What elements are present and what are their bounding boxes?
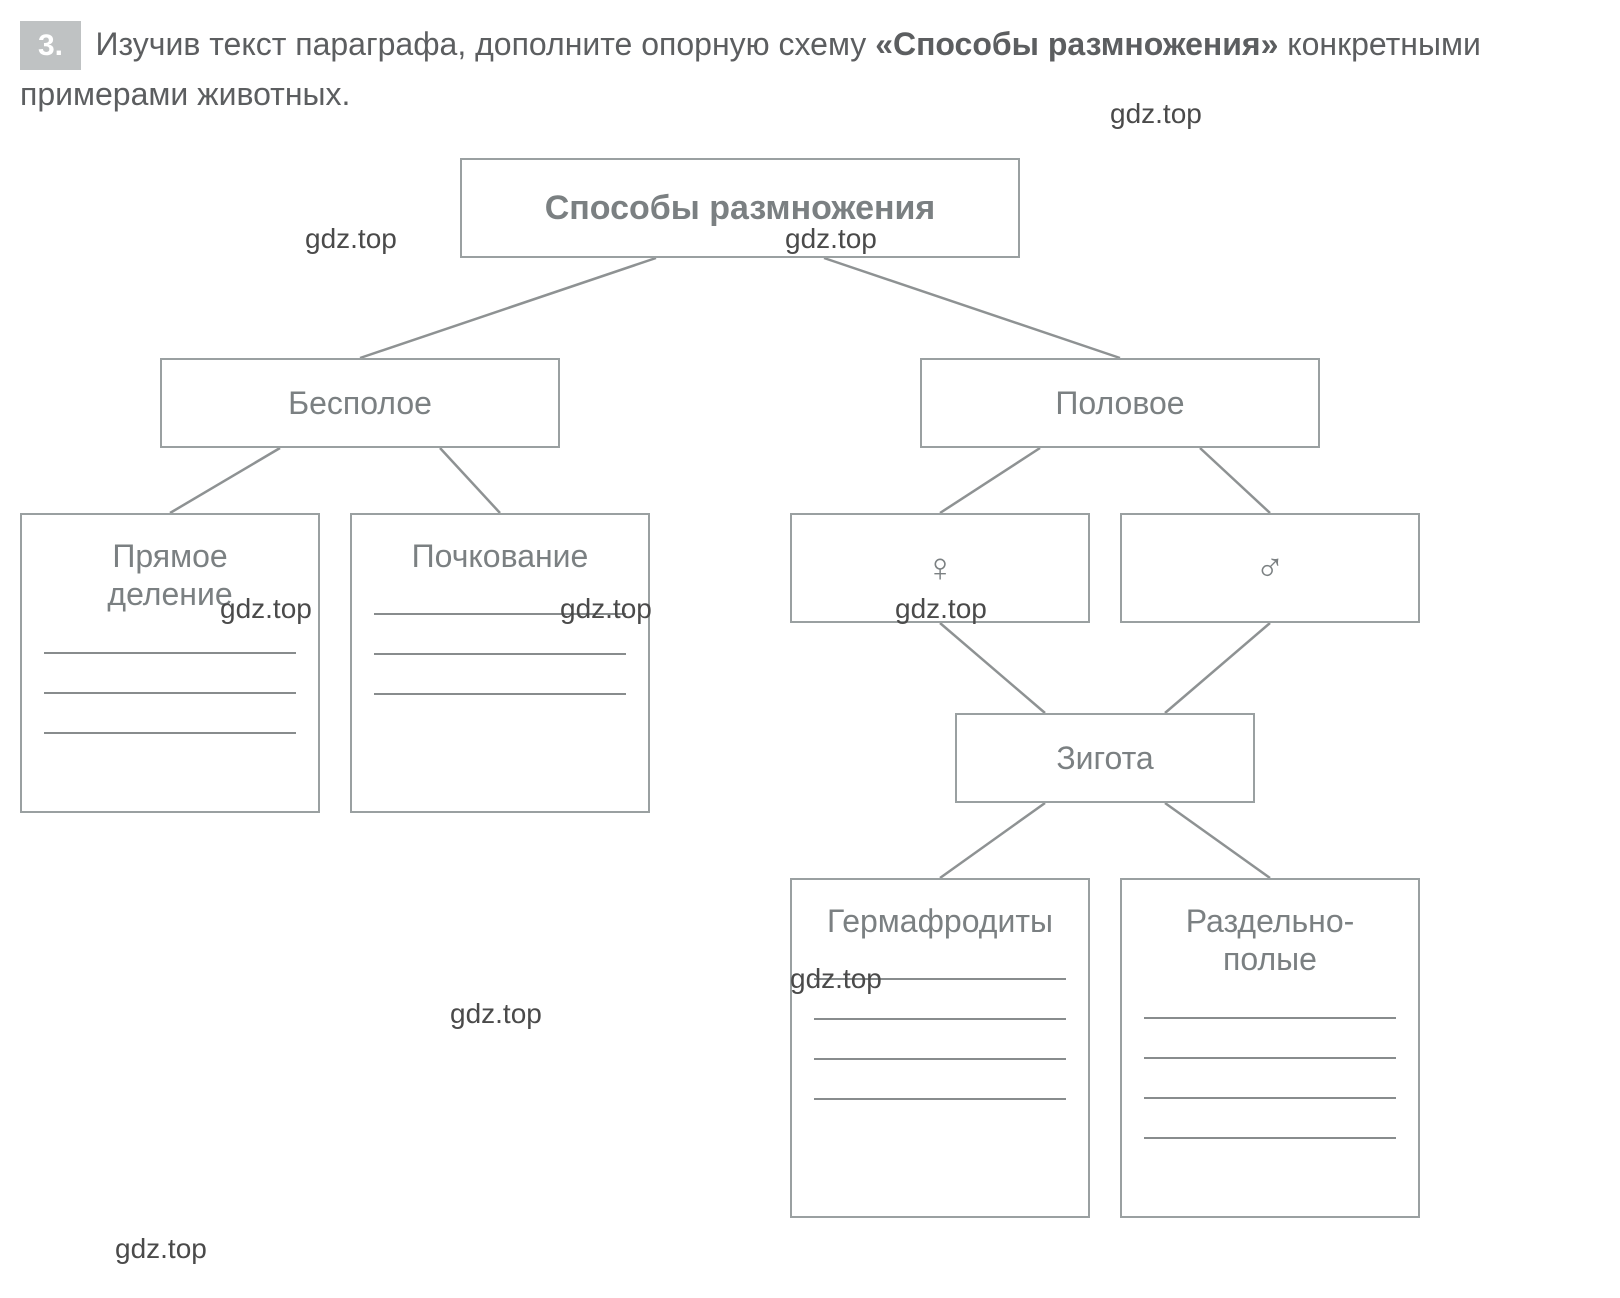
node-asex: Бесполое [160, 358, 560, 448]
node-dioe-blank-3[interactable] [1144, 1137, 1396, 1139]
node-direct-blank-1[interactable] [44, 692, 296, 694]
node-root: Способы размножения [460, 158, 1020, 258]
watermark-8: gdz.top [115, 1233, 207, 1265]
task-bold-term: «Способы размножения» [875, 26, 1278, 62]
connector-root-asex [360, 258, 656, 358]
task-number-badge: 3. [20, 21, 81, 70]
node-herm: Гермафродиты [790, 878, 1090, 1218]
task-text: Изучив текст параграфа, дополните опорну… [20, 26, 1481, 112]
connector-asex-bud [440, 448, 500, 513]
node-dioe-blank-2[interactable] [1144, 1097, 1396, 1099]
node-bud: Почкование [350, 513, 650, 813]
node-bud-blank-1[interactable] [374, 653, 626, 655]
node-zygote: Зигота [955, 713, 1255, 803]
node-sex: Половое [920, 358, 1320, 448]
node-direct-blank-2[interactable] [44, 732, 296, 734]
node-bud-label: Почкование [374, 537, 626, 575]
node-bud-blank-2[interactable] [374, 693, 626, 695]
node-herm-blank-2[interactable] [814, 1058, 1066, 1060]
task-heading: 3. Изучив текст параграфа, дополните опо… [20, 20, 1600, 118]
node-dioe: Раздельно-полые [1120, 878, 1420, 1218]
connector-zygote-herm [940, 803, 1045, 878]
connector-asex-direct [170, 448, 280, 513]
node-herm-blank-0[interactable] [814, 978, 1066, 980]
node-dioe-blank-0[interactable] [1144, 1017, 1396, 1019]
connector-root-sex [824, 258, 1120, 358]
connector-sex-male [1200, 448, 1270, 513]
node-herm-blank-1[interactable] [814, 1018, 1066, 1020]
node-direct-blank-0[interactable] [44, 652, 296, 654]
task-text-pre: Изучив текст параграфа, дополните опорну… [95, 26, 875, 62]
node-male: ♂ [1120, 513, 1420, 623]
node-dioe-label: Раздельно-полые [1144, 902, 1396, 979]
node-female: ♀ [790, 513, 1090, 623]
watermark-1: gdz.top [305, 223, 397, 255]
watermark-6: gdz.top [450, 998, 542, 1030]
node-direct: Прямоеделение [20, 513, 320, 813]
diagram-canvas: Способы размножения Бесполое Половое Прямое… [20, 158, 1580, 1278]
connector-zygote-dioe [1165, 803, 1270, 878]
node-herm-blank-3[interactable] [814, 1098, 1066, 1100]
connector-female-zygote [940, 623, 1045, 713]
node-bud-blank-0[interactable] [374, 613, 626, 615]
connector-sex-female [940, 448, 1040, 513]
node-dioe-blank-1[interactable] [1144, 1057, 1396, 1059]
node-direct-label: Прямоеделение [44, 537, 296, 614]
node-herm-label: Гермафродиты [814, 902, 1066, 940]
connector-male-zygote [1165, 623, 1270, 713]
